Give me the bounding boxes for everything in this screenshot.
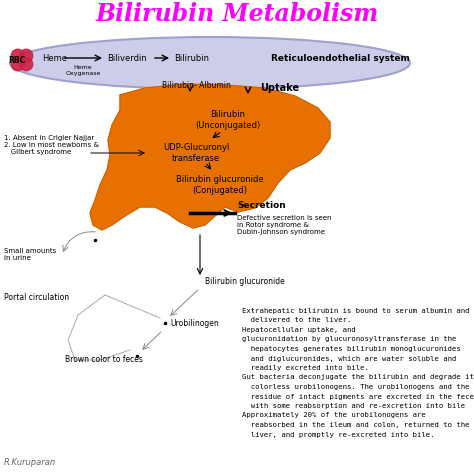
Text: Bilirubin glucuronide: Bilirubin glucuronide [205,277,285,286]
Text: and diglucuronides, which are water soluble and: and diglucuronides, which are water solu… [242,356,456,362]
Polygon shape [90,84,330,230]
Text: Reticuloendothelial system: Reticuloendothelial system [271,54,410,63]
Text: RBC: RBC [8,55,25,64]
Text: Approximately 20% of the urobilonogens are: Approximately 20% of the urobilonogens a… [242,412,426,419]
Text: Urobilinogen: Urobilinogen [170,319,219,328]
Text: hepatocytes generates bilirubin monoglucuronides: hepatocytes generates bilirubin monogluc… [242,346,461,352]
Circle shape [11,58,24,71]
Text: Small amounts
in urine: Small amounts in urine [4,248,56,261]
Text: Defective secretion is seen
in Rotor syndrome &
Dubin-Johnson syndrome: Defective secretion is seen in Rotor syn… [237,215,331,235]
Text: glucuronidation by glucuronosyltransferase in the: glucuronidation by glucuronosyltransfera… [242,337,456,343]
Text: Bilirubin
(Unconjugated): Bilirubin (Unconjugated) [195,110,261,130]
Text: liver, and promptly re-excreted into bile.: liver, and promptly re-excreted into bil… [242,431,435,438]
Text: Bilirubin: Bilirubin [174,54,209,63]
Text: delivered to the liver.: delivered to the liver. [242,318,351,323]
Circle shape [20,49,33,62]
Circle shape [20,58,33,71]
Circle shape [11,49,24,62]
Text: with some reabsorption and re-excretion into bile: with some reabsorption and re-excretion … [242,403,465,409]
Text: Uptake: Uptake [260,83,300,93]
Text: readily excreted into bile.: readily excreted into bile. [242,365,369,371]
Text: Hepatocellular uptake, and: Hepatocellular uptake, and [242,327,356,333]
Text: R.Kuruparan: R.Kuruparan [4,458,56,467]
Text: Heme
Oxygenase: Heme Oxygenase [65,65,100,76]
Text: residue of intact pigments are excreted in the feces,: residue of intact pigments are excreted … [242,393,474,400]
Ellipse shape [10,37,410,89]
Text: Brown color to feces: Brown color to feces [65,356,143,365]
Text: colorless urobilonogens. The urobilonogens and the: colorless urobilonogens. The urobilonoge… [242,384,470,390]
Text: Gut bacteria deconjugate the bilirubin and degrade it to: Gut bacteria deconjugate the bilirubin a… [242,374,474,381]
Text: Portal circulation: Portal circulation [4,293,69,302]
Text: Bilirubin Metabolism: Bilirubin Metabolism [95,2,379,26]
Text: Bilirubin glucuronide
(Conjugated): Bilirubin glucuronide (Conjugated) [176,175,264,195]
Text: Biliverdin: Biliverdin [107,54,147,63]
Text: Extrahepatic bilirubin is bound to serum albumin and: Extrahepatic bilirubin is bound to serum… [242,308,470,314]
Text: reabsorbed in the ileum and colon, returned to the: reabsorbed in the ileum and colon, retur… [242,422,470,428]
Text: UDP-Glucuronyl
transferase: UDP-Glucuronyl transferase [163,143,229,163]
Text: Bilirubin- Albumin: Bilirubin- Albumin [162,81,231,90]
Text: 1. Absent in Crigler Najjar
2. Low in most newborns &
   Gilbert syndrome: 1. Absent in Crigler Najjar 2. Low in mo… [4,135,99,155]
Text: Secretion: Secretion [237,201,286,210]
Text: Heme: Heme [42,54,67,63]
